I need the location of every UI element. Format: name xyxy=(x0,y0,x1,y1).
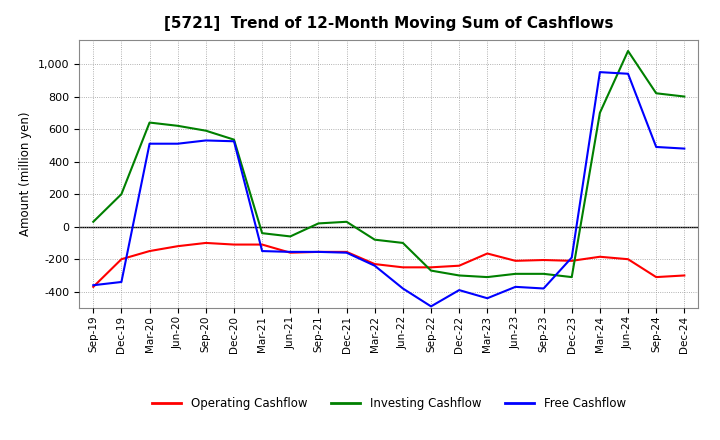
Operating Cashflow xyxy=(174,244,182,249)
Operating Cashflow xyxy=(624,257,632,262)
Operating Cashflow xyxy=(399,265,408,270)
Investing Cashflow xyxy=(314,221,323,226)
Investing Cashflow xyxy=(595,110,604,115)
Free Cashflow xyxy=(399,286,408,291)
Free Cashflow xyxy=(202,138,210,143)
Free Cashflow xyxy=(174,141,182,147)
Operating Cashflow xyxy=(117,257,126,262)
Free Cashflow xyxy=(230,139,238,144)
Investing Cashflow xyxy=(117,191,126,197)
Legend: Operating Cashflow, Investing Cashflow, Free Cashflow: Operating Cashflow, Investing Cashflow, … xyxy=(147,392,631,415)
Investing Cashflow xyxy=(230,137,238,142)
Investing Cashflow xyxy=(539,271,548,276)
Free Cashflow xyxy=(652,144,660,150)
Operating Cashflow xyxy=(314,249,323,254)
Free Cashflow xyxy=(117,279,126,285)
Free Cashflow xyxy=(680,146,688,151)
Operating Cashflow xyxy=(286,250,294,255)
Investing Cashflow xyxy=(202,128,210,133)
Operating Cashflow xyxy=(258,242,266,247)
Free Cashflow xyxy=(567,255,576,260)
Investing Cashflow xyxy=(427,268,436,273)
Free Cashflow xyxy=(89,282,98,288)
Operating Cashflow xyxy=(342,249,351,254)
Free Cashflow xyxy=(342,250,351,255)
Investing Cashflow xyxy=(399,240,408,246)
Operating Cashflow xyxy=(483,251,492,256)
Free Cashflow xyxy=(511,284,520,290)
Investing Cashflow xyxy=(483,275,492,280)
Line: Operating Cashflow: Operating Cashflow xyxy=(94,243,684,287)
Investing Cashflow xyxy=(624,48,632,54)
Operating Cashflow xyxy=(680,273,688,278)
Free Cashflow xyxy=(370,263,379,268)
Free Cashflow xyxy=(455,287,464,293)
Operating Cashflow xyxy=(652,275,660,280)
Free Cashflow xyxy=(483,296,492,301)
Line: Investing Cashflow: Investing Cashflow xyxy=(94,51,684,277)
Investing Cashflow xyxy=(145,120,154,125)
Operating Cashflow xyxy=(511,258,520,264)
Investing Cashflow xyxy=(174,123,182,128)
Operating Cashflow xyxy=(539,257,548,263)
Investing Cashflow xyxy=(455,273,464,278)
Operating Cashflow xyxy=(370,261,379,267)
Investing Cashflow xyxy=(286,234,294,239)
Free Cashflow xyxy=(286,249,294,254)
Operating Cashflow xyxy=(145,249,154,254)
Operating Cashflow xyxy=(202,240,210,246)
Free Cashflow xyxy=(539,286,548,291)
Operating Cashflow xyxy=(595,254,604,260)
Operating Cashflow xyxy=(455,263,464,268)
Free Cashflow xyxy=(624,71,632,77)
Operating Cashflow xyxy=(567,258,576,264)
Title: [5721]  Trend of 12-Month Moving Sum of Cashflows: [5721] Trend of 12-Month Moving Sum of C… xyxy=(164,16,613,32)
Investing Cashflow xyxy=(652,91,660,96)
Investing Cashflow xyxy=(567,275,576,280)
Line: Free Cashflow: Free Cashflow xyxy=(94,72,684,306)
Free Cashflow xyxy=(314,249,323,254)
Operating Cashflow xyxy=(89,284,98,290)
Operating Cashflow xyxy=(427,265,436,270)
Operating Cashflow xyxy=(230,242,238,247)
Free Cashflow xyxy=(595,70,604,75)
Investing Cashflow xyxy=(258,231,266,236)
Investing Cashflow xyxy=(342,219,351,224)
Investing Cashflow xyxy=(680,94,688,99)
Free Cashflow xyxy=(427,304,436,309)
Investing Cashflow xyxy=(370,237,379,242)
Investing Cashflow xyxy=(511,271,520,276)
Free Cashflow xyxy=(258,249,266,254)
Investing Cashflow xyxy=(89,219,98,224)
Free Cashflow xyxy=(145,141,154,147)
Y-axis label: Amount (million yen): Amount (million yen) xyxy=(19,112,32,236)
